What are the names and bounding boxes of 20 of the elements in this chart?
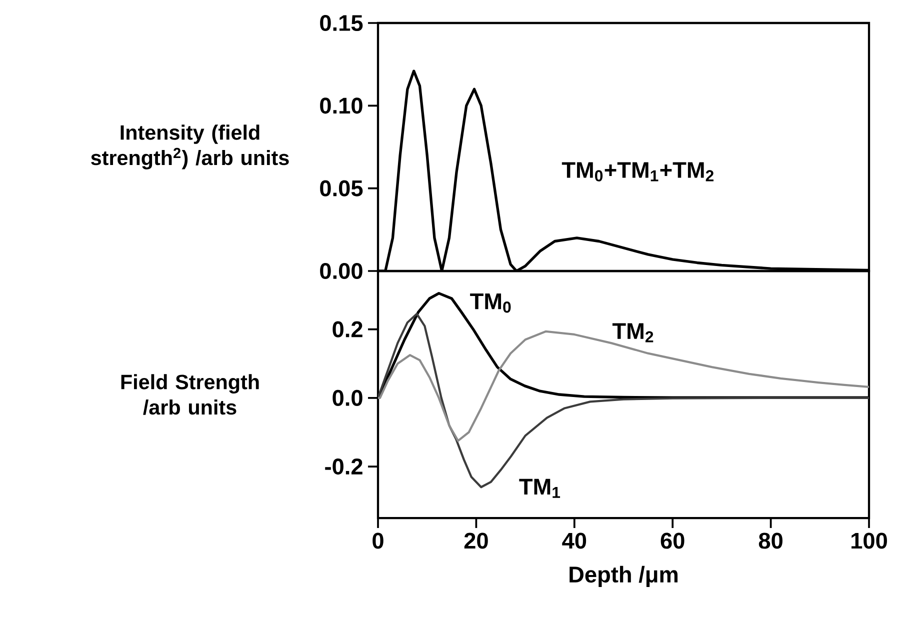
x-axis-title: Depth /μm [570,566,678,588]
y-axis-title: Intensity (field strength$^{2}$) /arb units [91,124,289,170]
x-tick-label: 0 [372,532,384,549]
y-tick-label: 0.10 [320,98,362,114]
y-tick-label: 0.2 [332,321,362,338]
x-tick-label: 20 [464,532,488,549]
y-axis-title: Field Strength /arb units [121,374,259,415]
series-label: TM$_{0}$ [470,294,511,313]
x-tick-label: 100 [852,532,887,549]
y-tick-label: -0.2 [325,458,362,475]
x-tick-label: 60 [660,532,684,549]
series-label: TM$_{2}$ [612,323,654,342]
series-label: TM$_{1}$ [519,478,560,498]
x-tick-label: 40 [562,532,586,549]
text: TM$_{0}$+TM$_{1}$+TM$_{2}$ [562,162,714,182]
y-tick-label: 0.0 [332,390,362,406]
y-tick-label: 0.00 [320,262,362,280]
x-tick-label: 80 [758,532,782,549]
y-tick-label: 0.15 [320,14,363,32]
y-tick-label: 0.05 [320,180,363,196]
